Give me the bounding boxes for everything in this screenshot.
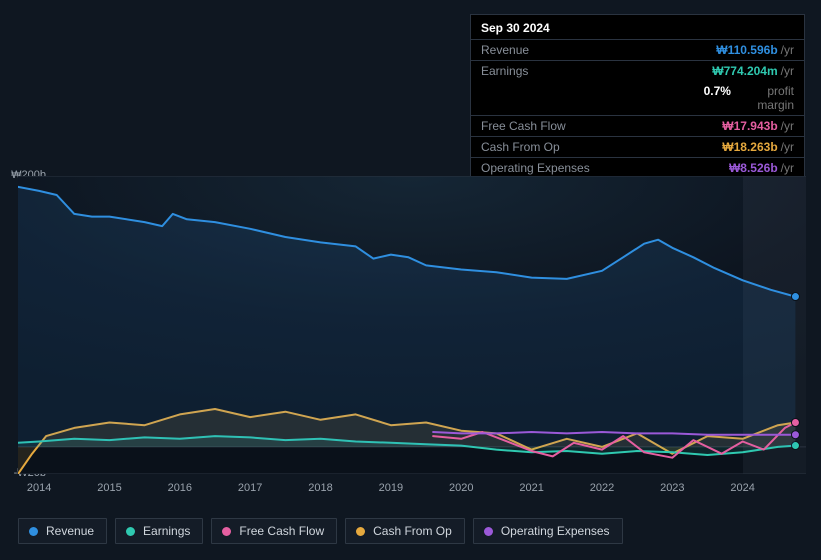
x-tick-label: 2015 xyxy=(97,482,121,494)
tooltip-row-label: Free Cash Flow xyxy=(481,119,566,133)
metrics-tooltip: Sep 30 2024 Revenue ₩110.596b/yr Earnings ₩… xyxy=(470,14,805,179)
tooltip-row: Revenue ₩110.596b/yr xyxy=(471,40,804,61)
financials-chart: ₩200b₩0-₩20b 201420152016201720182019202… xyxy=(0,160,821,500)
legend-label: Free Cash Flow xyxy=(239,524,324,538)
x-tick-label: 2023 xyxy=(660,482,684,494)
x-tick-label: 2024 xyxy=(730,482,754,494)
tooltip-row-label: Earnings xyxy=(481,64,528,78)
legend-item-revenue[interactable]: Revenue xyxy=(18,518,107,544)
legend-item-cfo[interactable]: Cash From Op xyxy=(345,518,465,544)
chart-plot-area[interactable] xyxy=(18,176,806,474)
x-tick-label: 2014 xyxy=(27,482,51,494)
legend-swatch xyxy=(484,527,493,536)
x-tick-label: 2018 xyxy=(308,482,332,494)
chart-svg xyxy=(18,176,806,474)
tooltip-row-value: ₩18.263b/yr xyxy=(722,140,794,154)
x-tick-label: 2019 xyxy=(379,482,403,494)
tooltip-row: Cash From Op ₩18.263b/yr xyxy=(471,137,804,158)
legend-swatch xyxy=(29,527,38,536)
tooltip-row-label: Cash From Op xyxy=(481,140,560,154)
legend-swatch xyxy=(222,527,231,536)
x-tick-label: 2021 xyxy=(519,482,543,494)
tooltip-row: Free Cash Flow ₩17.943b/yr xyxy=(471,116,804,137)
tooltip-profit-margin: 0.7% profit margin xyxy=(471,81,804,116)
legend-label: Revenue xyxy=(46,524,94,538)
legend-swatch xyxy=(126,527,135,536)
tooltip-row-value: ₩17.943b/yr xyxy=(722,119,794,133)
legend-label: Earnings xyxy=(143,524,190,538)
tooltip-row-value: ₩110.596b/yr xyxy=(716,43,794,57)
legend-label: Operating Expenses xyxy=(501,524,610,538)
tooltip-row-label: Revenue xyxy=(481,43,529,57)
chart-legend: Revenue Earnings Free Cash Flow Cash From O… xyxy=(18,518,623,544)
legend-label: Cash From Op xyxy=(373,524,452,538)
legend-swatch xyxy=(356,527,365,536)
tooltip-row-value: ₩774.204m/yr xyxy=(712,64,794,78)
legend-item-earnings[interactable]: Earnings xyxy=(115,518,203,544)
legend-item-fcf[interactable]: Free Cash Flow xyxy=(211,518,337,544)
legend-item-opex[interactable]: Operating Expenses xyxy=(473,518,623,544)
series-end-dot-revenue xyxy=(791,293,799,301)
series-end-dot-opex xyxy=(791,431,799,439)
x-tick-label: 2022 xyxy=(590,482,614,494)
x-tick-label: 2017 xyxy=(238,482,262,494)
series-area-revenue xyxy=(18,187,795,447)
x-tick-label: 2016 xyxy=(168,482,192,494)
tooltip-date: Sep 30 2024 xyxy=(471,15,804,40)
tooltip-row: Earnings ₩774.204m/yr xyxy=(471,61,804,81)
x-tick-label: 2020 xyxy=(449,482,473,494)
series-end-dot-fcf xyxy=(791,419,799,427)
